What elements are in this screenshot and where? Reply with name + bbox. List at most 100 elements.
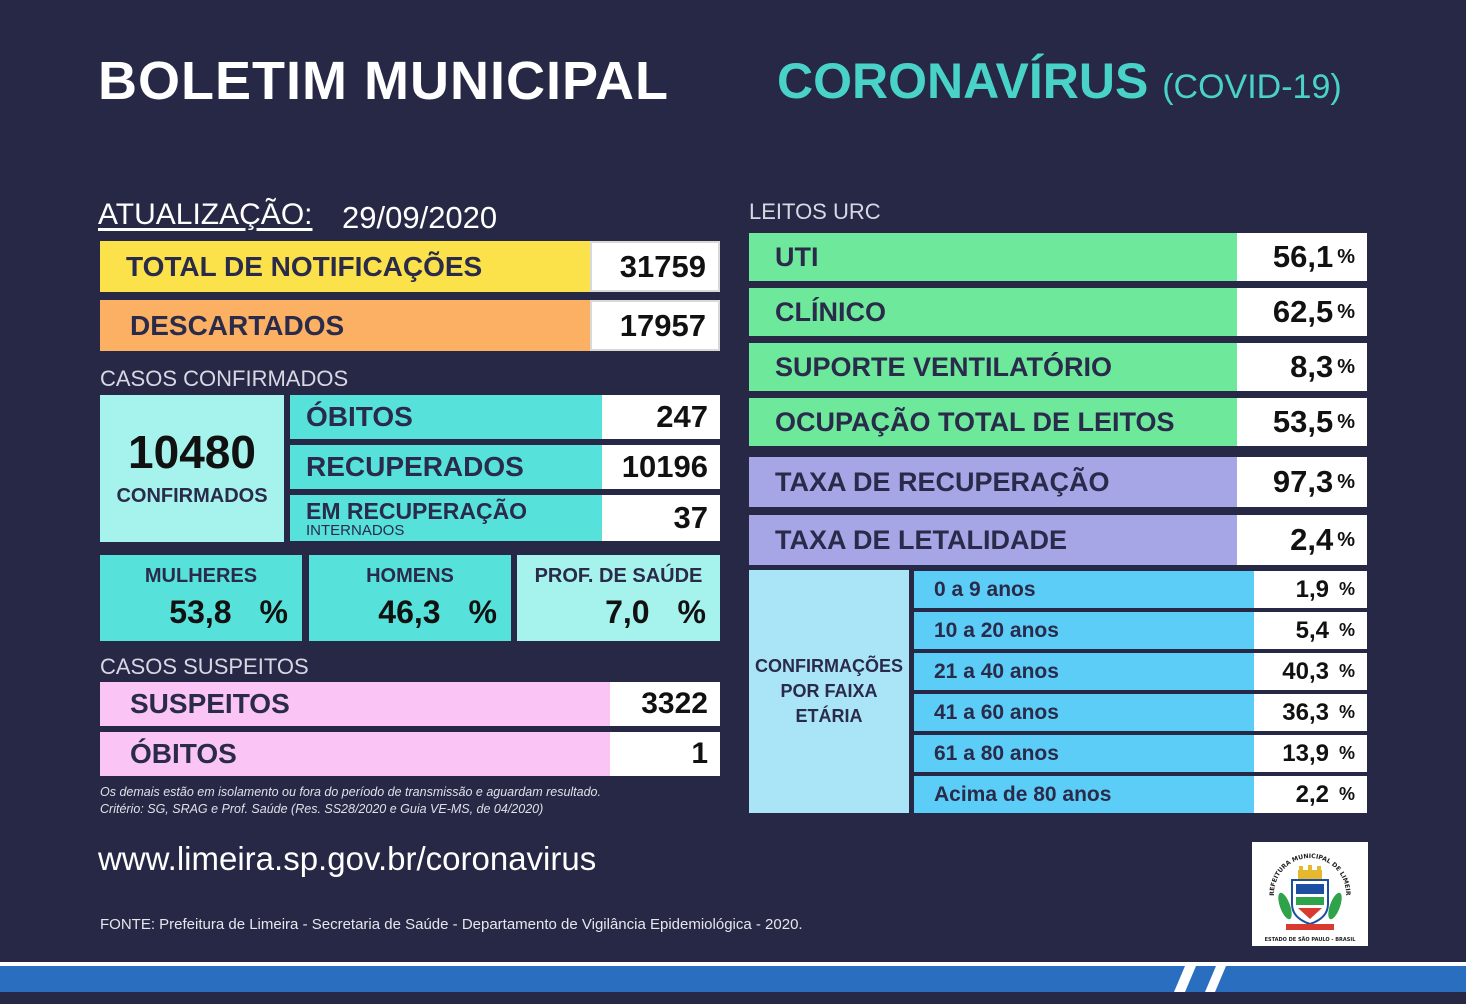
beds-ventilator-unit: % (1337, 355, 1355, 378)
health-professionals-unit: % (677, 594, 706, 630)
suspect-deaths-label: ÓBITOS (100, 732, 610, 776)
in-recovery-row: EM RECUPERAÇÃO INTERNADOS 37 (290, 495, 720, 541)
beds-clinical-label: CLÍNICO (749, 288, 1237, 336)
age-side-line-1: CONFIRMAÇÕES (755, 656, 903, 676)
recovered-value: 10196 (602, 445, 720, 489)
beds-section-label: LEITOS URC (749, 199, 881, 224)
confirmed-deaths-value: 247 (602, 395, 720, 439)
beds-ventilator-label: SUPORTE VENTILATÓRIO (749, 343, 1237, 391)
age-row-unit: % (1338, 702, 1355, 722)
recovered-label: RECUPERADOS (290, 445, 602, 489)
discarded-value: 17957 (590, 300, 720, 351)
suspect-deaths-row: ÓBITOS 1 (100, 732, 720, 776)
lethality-rate-value: 2,4 (1290, 522, 1334, 557)
beds-uti-row: UTI 56,1% (749, 233, 1367, 281)
age-row-unit: % (1338, 579, 1355, 599)
suspects-section-label: CASOS SUSPEITOS (100, 654, 309, 679)
health-professionals-box: PROF. DE SAÚDE 7,0% (517, 555, 720, 641)
footnote-line-1: Os demais estão em isolamento ou fora do… (100, 785, 601, 799)
age-row-value: 5,4 (1295, 616, 1329, 644)
in-recovery-label-group: EM RECUPERAÇÃO INTERNADOS (290, 495, 602, 541)
age-row-value: 13,9 (1282, 739, 1329, 767)
confirmed-section-label: CASOS CONFIRMADOS (100, 366, 349, 391)
recovered-row: RECUPERADOS 10196 (290, 445, 720, 489)
age-row-21-40: 21 a 40 anos 40,3% (914, 653, 1367, 690)
suspects-row: SUSPEITOS 3322 (100, 682, 720, 726)
age-row-label: Acima de 80 anos (914, 776, 1254, 813)
footnote: Os demais estão em isolamento ou fora do… (100, 784, 601, 818)
beds-clinical-unit: % (1337, 300, 1355, 323)
women-value: 53,8 (169, 594, 232, 630)
notifications-total-label: TOTAL DE NOTIFICAÇÕES (100, 241, 590, 292)
health-professionals-value: 7,0 (605, 594, 650, 630)
age-row-61-80: 61 a 80 anos 13,9% (914, 735, 1367, 772)
women-box: MULHERES 53,8% (100, 555, 302, 641)
women-unit: % (259, 594, 288, 630)
confirmed-total-caption: CONFIRMADOS (116, 485, 268, 507)
beds-uti-value: 56,1 (1272, 239, 1334, 274)
confirmed-total-value: 10480 (128, 426, 256, 478)
age-row-value: 36,3 (1282, 698, 1329, 726)
beds-total-value: 53,5 (1272, 404, 1334, 439)
confirmed-total-box: 10480 CONFIRMADOS (100, 395, 284, 542)
footer-stripe (0, 962, 1466, 992)
beds-uti-label: UTI (749, 233, 1237, 281)
website-url[interactable]: www.limeira.sp.gov.br/coronavirus (98, 840, 597, 877)
city-hall-logo: PREFEITURA MUNICIPAL DE LIMEIRA ESTADO D… (1250, 837, 1368, 946)
lethality-rate-row: TAXA DE LETALIDADE 2,4% (749, 515, 1367, 565)
age-row-label: 41 a 60 anos (914, 694, 1254, 731)
age-row-label: 61 a 80 anos (914, 735, 1254, 772)
coronavirus-title-main: CORONAVÍRUS (777, 53, 1149, 109)
age-side-line-3: ETÁRIA (795, 706, 863, 726)
suspects-label: SUSPEITOS (100, 682, 610, 726)
age-row-41-60: 41 a 60 anos 36,3% (914, 694, 1367, 731)
recovery-rate-unit: % (1337, 470, 1355, 493)
lethality-rate-unit: % (1337, 528, 1355, 551)
age-side-line-2: POR FAIXA (780, 681, 878, 701)
age-row-10-20: 10 a 20 anos 5,4% (914, 612, 1367, 649)
age-row-label: 0 a 9 anos (914, 571, 1254, 608)
suspects-value: 3322 (610, 682, 720, 726)
age-row-0-9: 0 a 9 anos 1,9% (914, 571, 1367, 608)
beds-ventilator-row: SUPORTE VENTILATÓRIO 8,3% (749, 343, 1367, 391)
men-unit: % (468, 594, 497, 630)
women-label: MULHERES (144, 565, 258, 587)
age-confirmations-label: CONFIRMAÇÕES POR FAIXA ETÁRIA (749, 570, 909, 813)
beds-total-row: OCUPAÇÃO TOTAL DE LEITOS 53,5% (749, 398, 1367, 446)
age-row-value: 40,3 (1282, 657, 1329, 685)
beds-clinical-row: CLÍNICO 62,5% (749, 288, 1367, 336)
footnote-line-2: Critério: SG, SRAG e Prof. Saúde (Res. S… (100, 802, 544, 816)
in-recovery-sublabel: INTERNADOS (306, 521, 405, 539)
beds-total-unit: % (1337, 410, 1355, 433)
health-professionals-label: PROF. DE SAÚDE (534, 565, 703, 587)
notifications-total-value: 31759 (590, 241, 720, 292)
age-row-80-plus: Acima de 80 anos 2,2% (914, 776, 1367, 813)
men-value: 46,3 (378, 594, 441, 630)
lethality-rate-label: TAXA DE LETALIDADE (749, 515, 1237, 565)
logo-text-bottom: ESTADO DE SÃO PAULO - BRASIL (1265, 936, 1357, 943)
source-note: FONTE: Prefeitura de Limeira - Secretari… (100, 916, 803, 933)
coronavirus-title: CORONAVÍRUS (COVID-19) (777, 52, 1342, 110)
notifications-total-row: TOTAL DE NOTIFICAÇÕES 31759 (100, 241, 720, 292)
beds-total-label: OCUPAÇÃO TOTAL DE LEITOS (749, 398, 1237, 446)
confirmed-deaths-label: ÓBITOS (290, 395, 602, 439)
age-row-unit: % (1338, 743, 1355, 763)
age-row-unit: % (1338, 620, 1355, 640)
confirmed-deaths-row: ÓBITOS 247 (290, 395, 720, 439)
men-box: HOMENS 46,3% (309, 555, 511, 641)
beds-ventilator-value: 8,3 (1290, 349, 1334, 384)
update-label: ATUALIZAÇÃO: (98, 198, 313, 231)
suspect-deaths-value: 1 (610, 732, 720, 776)
beds-uti-unit: % (1337, 245, 1355, 268)
update-date: 29/09/2020 (342, 200, 498, 235)
discarded-label: DESCARTADOS (100, 300, 590, 351)
recovery-rate-row: TAXA DE RECUPERAÇÃO 97,3% (749, 457, 1367, 507)
in-recovery-value: 37 (602, 495, 720, 541)
city-coat-of-arms-icon: PREFEITURA MUNICIPAL DE LIMEIRA ESTADO D… (1250, 837, 1357, 943)
age-row-value: 1,9 (1295, 575, 1329, 603)
bulletin-title: BOLETIM MUNICIPAL (98, 51, 669, 111)
age-row-value: 2,2 (1295, 780, 1329, 808)
age-row-unit: % (1338, 784, 1355, 804)
men-label: HOMENS (366, 565, 454, 587)
recovery-rate-label: TAXA DE RECUPERAÇÃO (749, 457, 1237, 507)
